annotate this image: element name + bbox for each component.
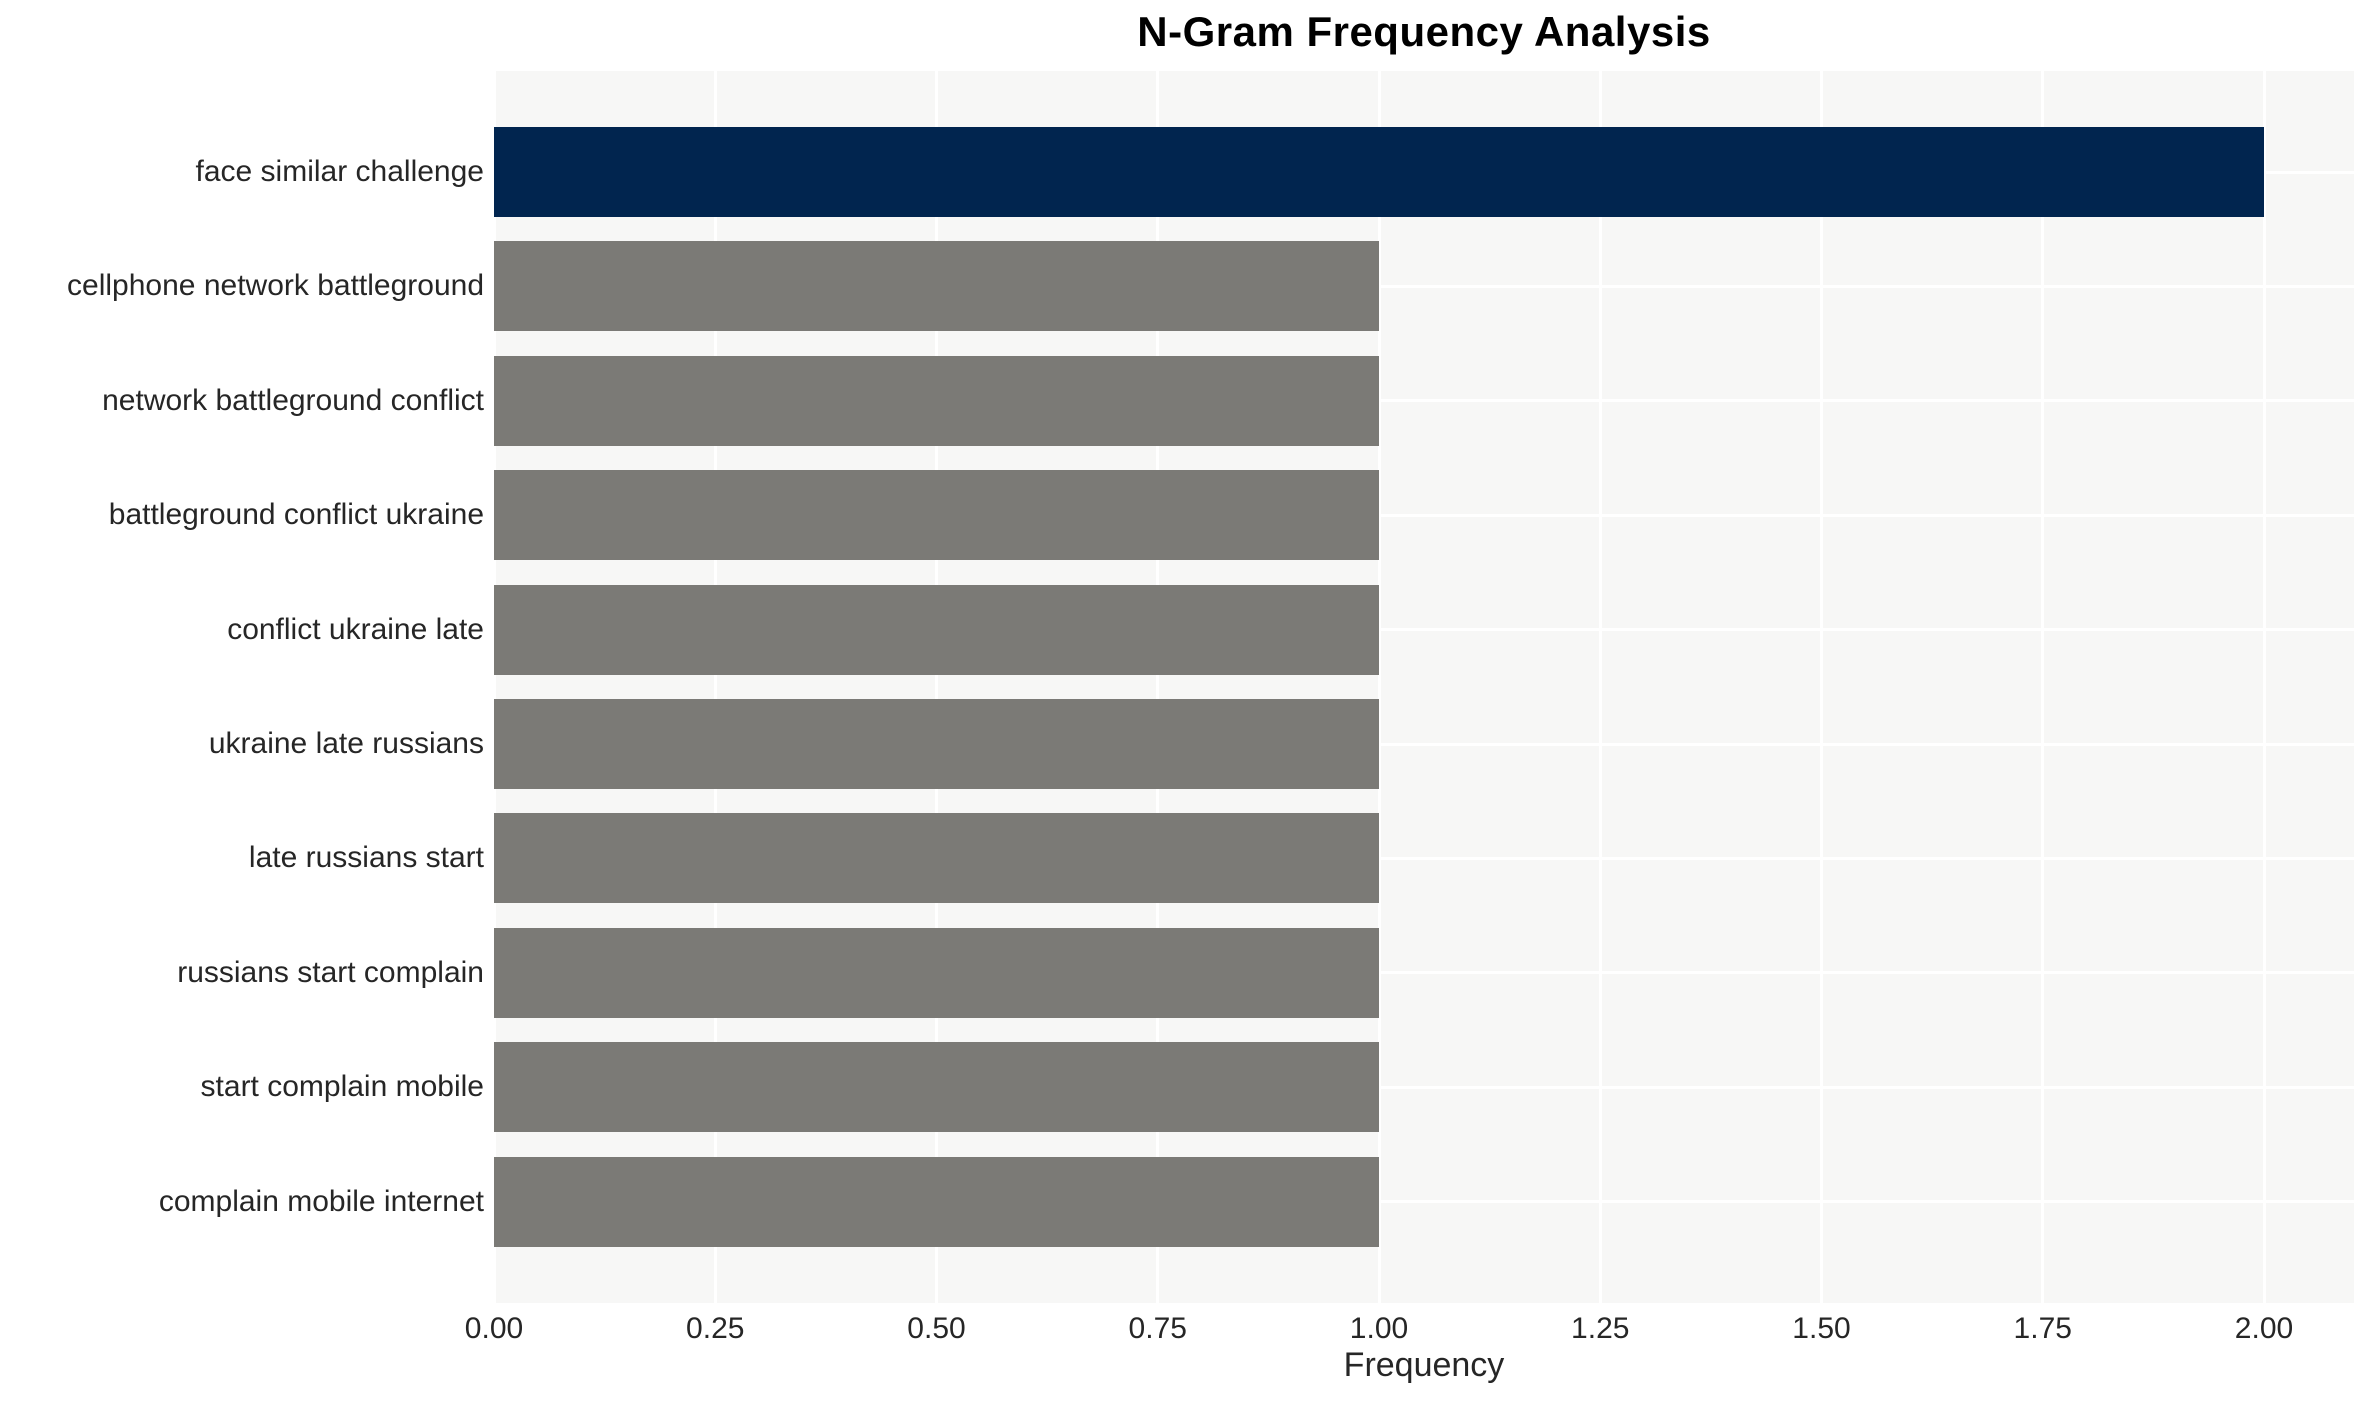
bar-late-russians-start <box>494 813 1379 904</box>
y-axis-label: complain mobile internet <box>158 1184 484 1218</box>
y-axis-label: face similar challenge <box>195 155 484 188</box>
bar-face-similar-challenge <box>494 127 2264 217</box>
x-tick-label: 1.00 <box>1349 1312 1409 1345</box>
bar-cellphone-network-battleground <box>494 241 1379 332</box>
x-tick-label: 1.25 <box>1571 1312 1630 1345</box>
x-tick-label: 0.00 <box>464 1312 524 1345</box>
y-axis-label: conflict ukraine late <box>227 612 484 646</box>
y-axis-label: russians start complain <box>177 955 484 989</box>
y-axis-label: battleground conflict ukraine <box>108 498 484 532</box>
gridline-vertical <box>492 71 496 1303</box>
x-tick-label: 1.75 <box>2013 1312 2072 1345</box>
y-axis-label: network battleground conflict <box>102 383 484 417</box>
bar-start-complain-mobile <box>494 1042 1379 1133</box>
x-axis-label: Frequency <box>1343 1346 1505 1384</box>
gridline-horizontal <box>494 856 2354 860</box>
gridline-vertical <box>1377 71 1381 1303</box>
gridline-horizontal <box>494 284 2354 288</box>
gridline-horizontal <box>494 971 2354 975</box>
gridline-horizontal <box>494 399 2354 403</box>
bar-complain-mobile-internet <box>494 1156 1379 1247</box>
bar-ukraine-late-russians <box>494 699 1379 789</box>
gridline-vertical <box>1820 71 1823 1303</box>
x-tick-label: 0.25 <box>686 1312 745 1345</box>
gridline-vertical <box>713 71 717 1303</box>
bar-network-battleground-conflict <box>494 355 1379 446</box>
gridline-vertical <box>1156 71 1160 1303</box>
y-axis-label: late russians start <box>248 841 484 875</box>
gridline-horizontal <box>494 1085 2354 1089</box>
gridline-vertical <box>935 71 938 1303</box>
gridline-vertical <box>1598 71 1602 1303</box>
bar-conflict-ukraine-late <box>494 584 1379 675</box>
plot-area <box>492 71 2354 1303</box>
x-tick-label: 1.50 <box>1792 1312 1851 1345</box>
gridline-horizontal <box>494 1200 2354 1204</box>
chart-title: N-Gram Frequency Analysis <box>1137 8 1711 55</box>
gridline-vertical <box>2262 71 2266 1303</box>
y-axis-label: cellphone network battleground <box>67 269 484 303</box>
gridline-horizontal <box>494 742 2354 746</box>
gridline-horizontal <box>494 513 2354 517</box>
y-axis-label: ukraine late russians <box>208 727 484 760</box>
y-axis-label: start complain mobile <box>200 1070 484 1104</box>
bar-battleground-conflict-ukraine <box>494 470 1379 561</box>
gridline-horizontal <box>494 628 2354 632</box>
bar-russians-start-complain <box>494 927 1379 1018</box>
gridline-vertical <box>2041 71 2045 1303</box>
x-tick-label: 0.50 <box>907 1312 966 1345</box>
x-tick-label: 2.00 <box>2234 1312 2294 1345</box>
x-tick-label: 0.75 <box>1128 1312 1187 1345</box>
